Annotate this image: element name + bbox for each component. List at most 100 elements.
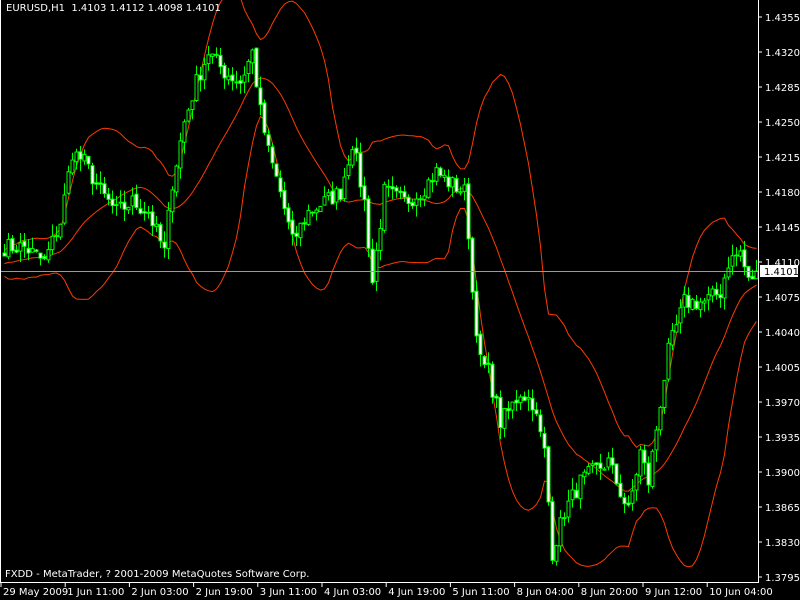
candle: [294, 226, 299, 246]
candle: [610, 447, 615, 474]
candle: [26, 239, 31, 261]
ohlc-values: 1.4103 1.4112 1.4098 1.4101: [71, 3, 221, 14]
candle: [238, 75, 243, 94]
candle: [390, 176, 395, 200]
candle: [594, 462, 599, 475]
y-tick-label: 1.4040: [765, 328, 800, 339]
candle: [190, 100, 195, 120]
candle: [82, 149, 87, 165]
candle: [726, 256, 731, 280]
y-tick-label: 1.3795: [765, 573, 800, 584]
candle: [330, 181, 335, 205]
candle: [502, 408, 507, 438]
candle: [210, 53, 215, 64]
candle: [626, 495, 631, 507]
candle: [526, 389, 531, 411]
candle: [42, 254, 47, 261]
candle: [722, 273, 727, 310]
candle: [274, 163, 279, 177]
upper-band: [4, 0, 757, 448]
y-tick-label: 1.3865: [765, 503, 800, 514]
current-price-box: [760, 265, 798, 277]
candle: [222, 62, 227, 89]
candle: [106, 188, 111, 206]
candle: [354, 137, 359, 162]
x-tick-label: 1 Jun 11:00: [67, 587, 124, 598]
candle: [378, 218, 383, 261]
candle: [566, 489, 571, 523]
candle: [434, 162, 439, 186]
candle: [394, 185, 399, 198]
candle: [314, 207, 319, 221]
candle: [74, 148, 79, 170]
candle: [542, 426, 547, 458]
candle: [78, 146, 83, 172]
candle: [18, 232, 23, 263]
candle: [150, 205, 155, 237]
candle: [254, 47, 259, 88]
candle: [494, 393, 499, 408]
candle: [142, 201, 147, 221]
candle: [538, 409, 543, 437]
y-tick-label: 1.3935: [765, 433, 800, 444]
candle: [194, 65, 199, 103]
candle: [410, 198, 415, 209]
candle: [558, 510, 563, 553]
candle: [186, 107, 191, 123]
candle: [606, 452, 611, 471]
candle: [646, 456, 651, 493]
candle: [518, 394, 523, 411]
candle: [462, 177, 467, 201]
candle: [690, 297, 695, 311]
candle: [86, 155, 91, 169]
candle: [666, 338, 671, 382]
candle: [546, 445, 551, 506]
candle: [406, 194, 411, 212]
candle: [198, 66, 203, 92]
candle: [570, 478, 575, 508]
candle: [514, 390, 519, 412]
candle: [742, 240, 747, 276]
candle: [470, 236, 475, 300]
candle: [54, 226, 59, 242]
candle: [90, 162, 95, 195]
candle: [206, 46, 211, 71]
candle: [298, 222, 303, 247]
y-tick-label: 1.4250: [765, 118, 800, 129]
x-tick-label: 29 May 2009: [3, 587, 68, 598]
candle: [14, 245, 19, 254]
candle: [242, 66, 247, 94]
candle: [734, 247, 739, 267]
candle: [50, 224, 55, 255]
candle: [478, 330, 483, 367]
candle: [490, 361, 495, 404]
candle: [634, 472, 639, 501]
candle: [506, 401, 511, 420]
candle: [286, 203, 291, 230]
candle: [262, 99, 267, 136]
x-tick-label: 4 Jun 03:00: [324, 587, 381, 598]
candle: [98, 171, 103, 194]
y-tick-label: 1.3970: [765, 398, 800, 409]
candle: [510, 401, 515, 419]
y-tick-label: 1.4320: [765, 48, 800, 59]
candle: [318, 205, 323, 213]
candle: [202, 57, 207, 90]
candle: [174, 164, 179, 197]
candle: [154, 215, 159, 232]
candle: [226, 67, 231, 85]
y-tick-label: 1.4180: [765, 188, 800, 199]
candle: [170, 186, 175, 223]
candle: [94, 173, 99, 190]
candle: [362, 176, 367, 212]
candle: [686, 287, 691, 313]
candle: [366, 195, 371, 257]
candle: [246, 59, 251, 83]
candle: [458, 186, 463, 196]
candle: [414, 192, 419, 217]
x-tick-label: 10 Jun 04:00: [709, 587, 773, 598]
candle: [614, 463, 619, 486]
x-tick-label: 9 Jun 12:00: [645, 587, 702, 598]
candle: [678, 299, 683, 334]
